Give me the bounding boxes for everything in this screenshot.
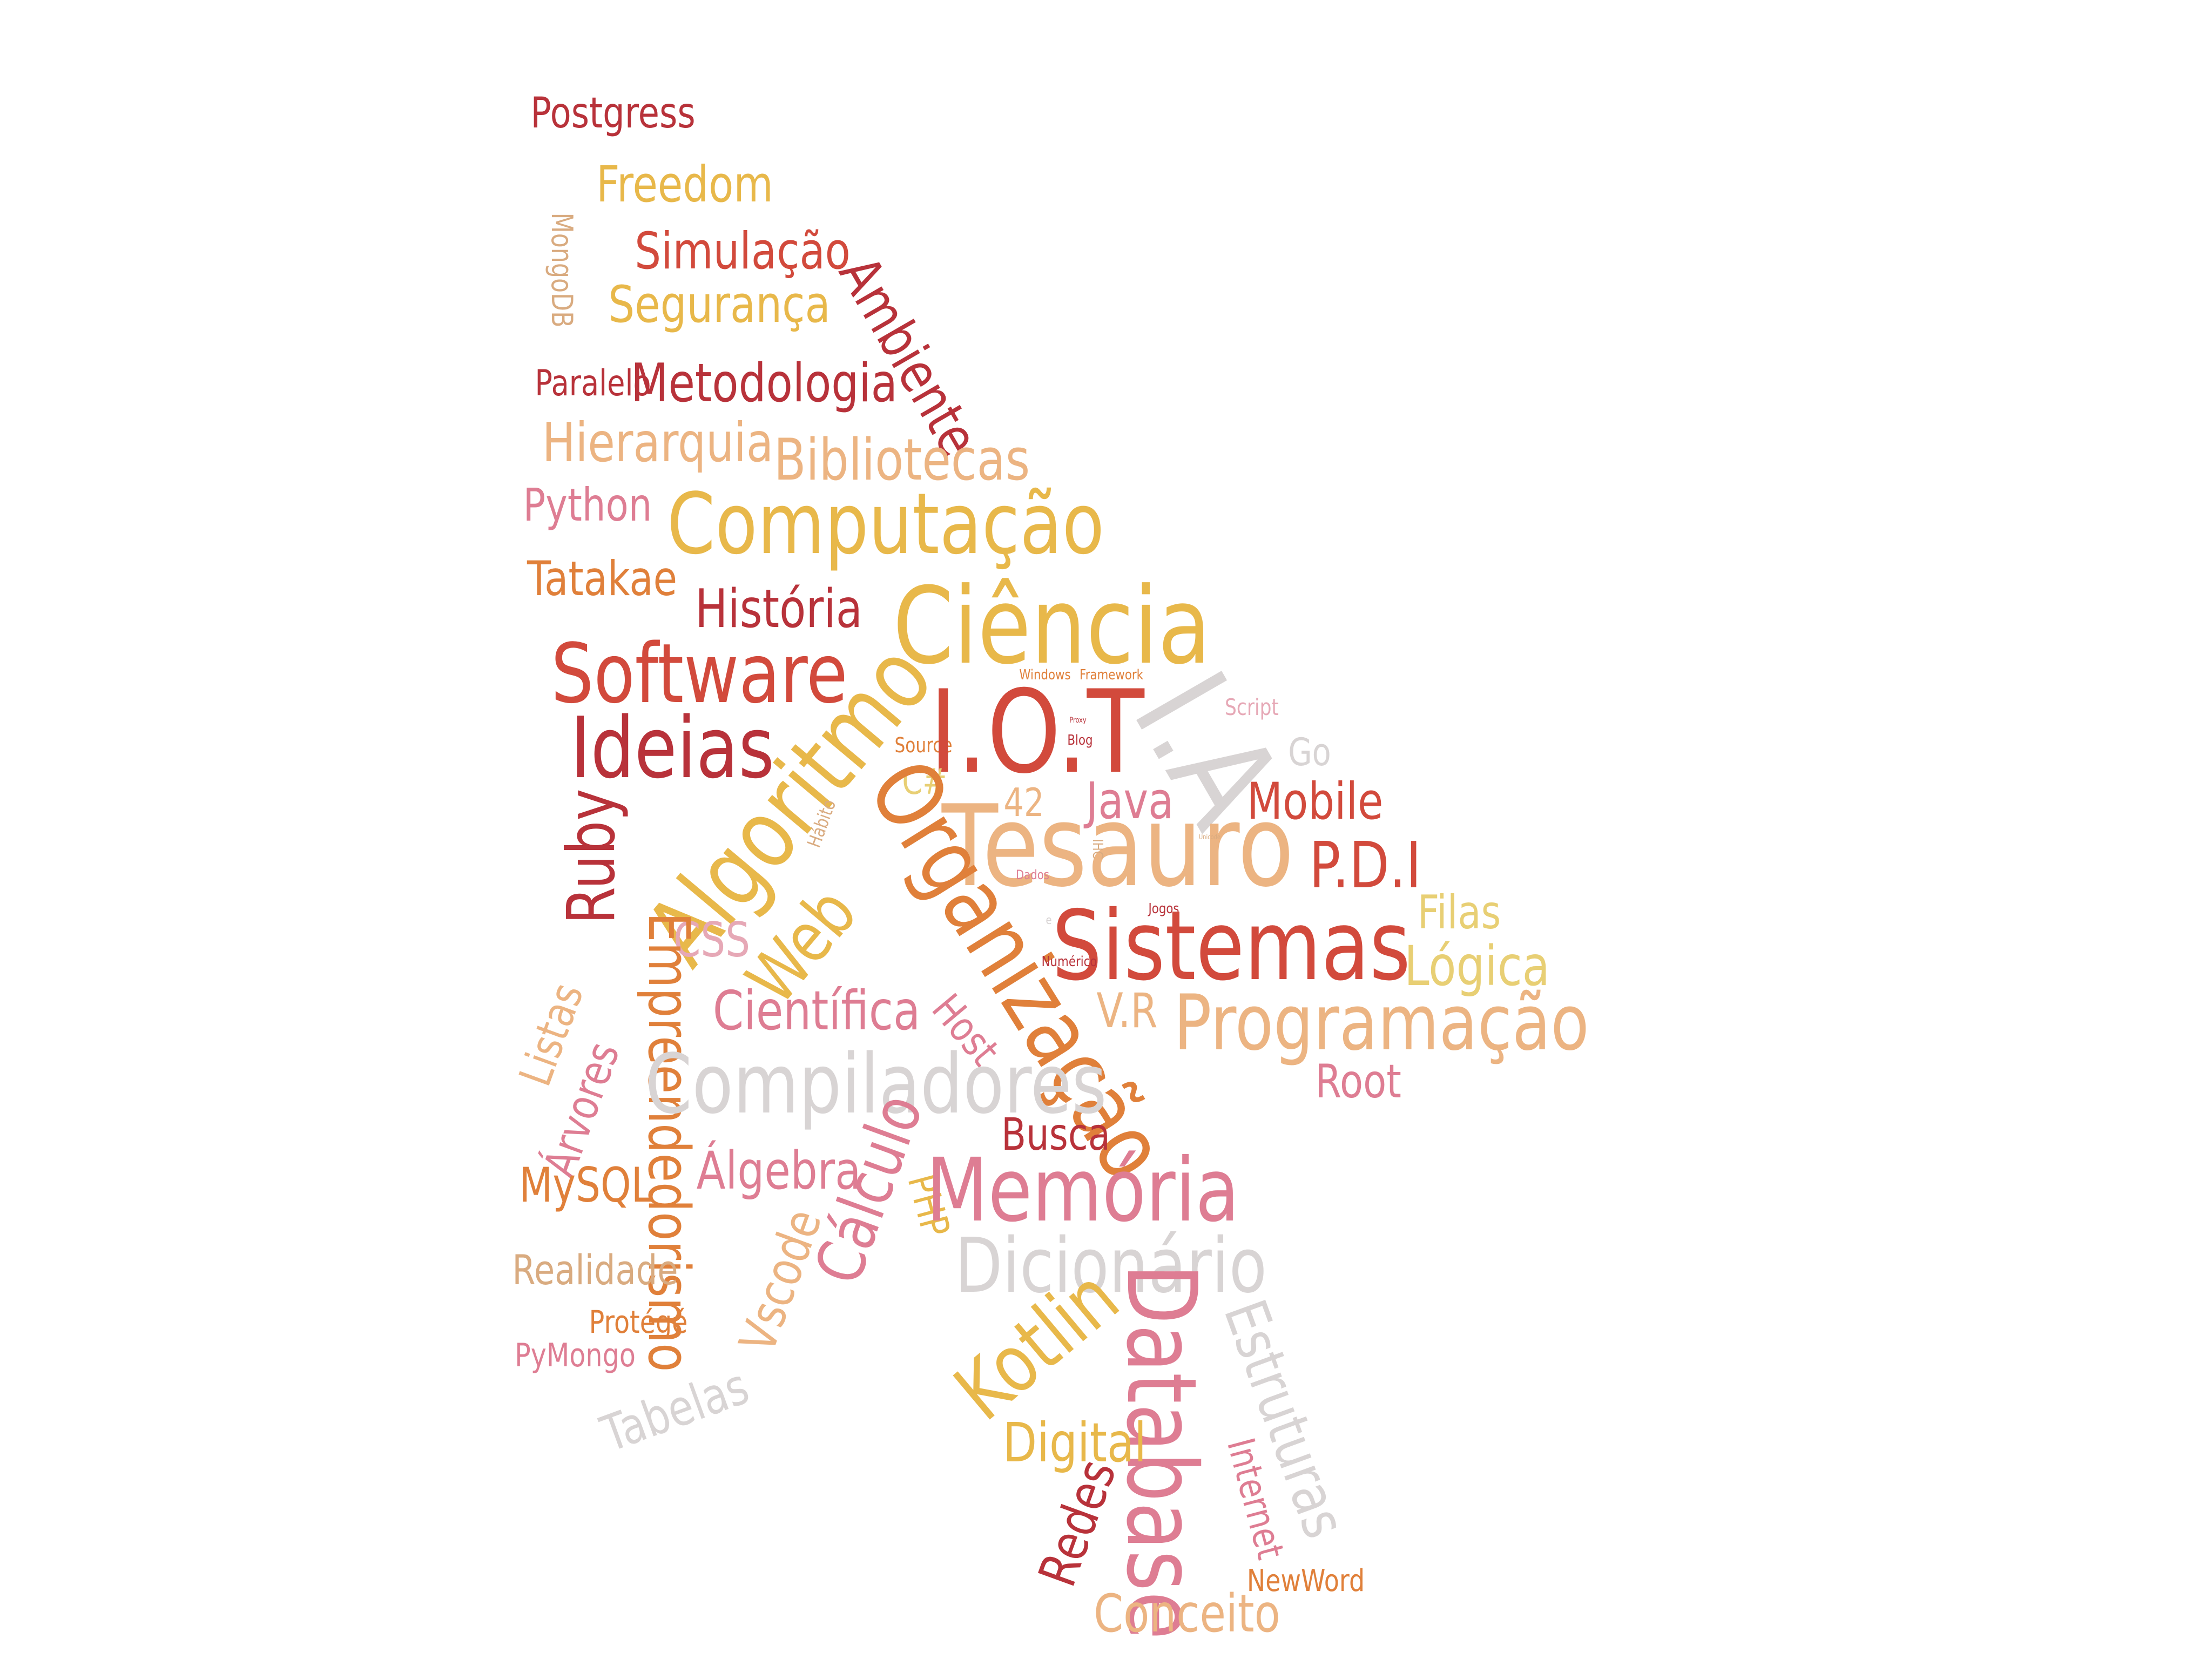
word-realidade: Realidade: [512, 1246, 678, 1294]
word-simulacao: Simulação: [635, 222, 851, 281]
word-python: Python: [523, 478, 652, 531]
word-paralelo: Paralelo: [535, 362, 651, 404]
word-jogos: Jogos: [1148, 901, 1179, 917]
word-software: Software: [551, 626, 848, 721]
word-iot: I.O.T: [929, 665, 1144, 799]
word-memoria: Memória: [926, 1140, 1239, 1242]
word-ciencia: Ciência: [893, 565, 1211, 688]
word-42: 42: [1003, 780, 1044, 825]
word-filas: Filas: [1417, 886, 1501, 940]
word-mobile: Mobile: [1246, 772, 1384, 831]
word-hierarquia: Hierarquia: [542, 411, 774, 474]
word-cientifica: Científica: [712, 979, 921, 1042]
word-e: e: [1046, 914, 1052, 927]
word-csharp: C#: [902, 761, 947, 802]
word-ideias: Ideias: [570, 699, 775, 797]
word-vr: V.R: [1096, 983, 1158, 1038]
word-css: CSS: [673, 912, 751, 968]
word-windows: Windows: [1019, 667, 1071, 683]
word-proxy: Proxy: [1069, 716, 1087, 725]
word-digital: Digital: [1003, 1411, 1147, 1474]
word-programacao: Programação: [1174, 979, 1589, 1068]
word-newword: NewWord: [1246, 1563, 1365, 1599]
word-protege: Protégé: [589, 1304, 688, 1340]
word-algebra: Álgebra: [696, 1141, 861, 1201]
word-tatakae: Tatakae: [527, 551, 678, 606]
word-compiladores: Compiladores: [645, 1036, 1107, 1132]
word-mongodb: MongoDB: [545, 212, 579, 328]
word-numerico: Numérico: [1041, 954, 1097, 970]
word-metodologia: Metodologia: [631, 353, 898, 414]
word-framework: Framework: [1079, 667, 1144, 683]
word-source: Source: [894, 733, 953, 757]
word-empreendedorismo: Empreendedorismo: [636, 912, 702, 1372]
word-bibliotecas: Bibliotecas: [773, 427, 1030, 493]
word-go: Go: [1288, 730, 1331, 774]
word-java: Java: [1085, 772, 1174, 831]
word-tabelas: Tabelas: [594, 1357, 756, 1464]
word-blog: Blog: [1067, 732, 1093, 748]
word-root: Root: [1315, 1055, 1401, 1109]
word-mysql: MySQL: [519, 1157, 653, 1213]
word-seguranca: Segurança: [608, 275, 831, 334]
word-logica: Lógica: [1404, 934, 1550, 999]
word-pymongo: PyMongo: [515, 1337, 636, 1374]
word-pdi: P.D.I: [1309, 828, 1421, 902]
word-freedom: Freedom: [596, 156, 773, 213]
word-conceito: Conceito: [1094, 1583, 1280, 1644]
word-sistemas: Sistemas: [1052, 890, 1411, 1002]
word-script: Script: [1225, 694, 1279, 720]
word-dicionario: Dicionário: [955, 1222, 1267, 1310]
word-tesauro: Tesauro: [941, 781, 1294, 912]
word-dados: Dados: [1016, 867, 1049, 882]
word-vscode: Vscode: [728, 1202, 833, 1360]
word-historia: História: [695, 578, 862, 640]
word-computacao: Computação: [667, 475, 1104, 573]
word-ruby: Ruby: [553, 788, 630, 925]
word-unicode: Unicode: [1199, 833, 1220, 841]
word-postgress: Postgress: [530, 89, 696, 138]
word-busca: Busca: [1001, 1109, 1110, 1161]
word-ihc: IHC: [1089, 839, 1105, 859]
